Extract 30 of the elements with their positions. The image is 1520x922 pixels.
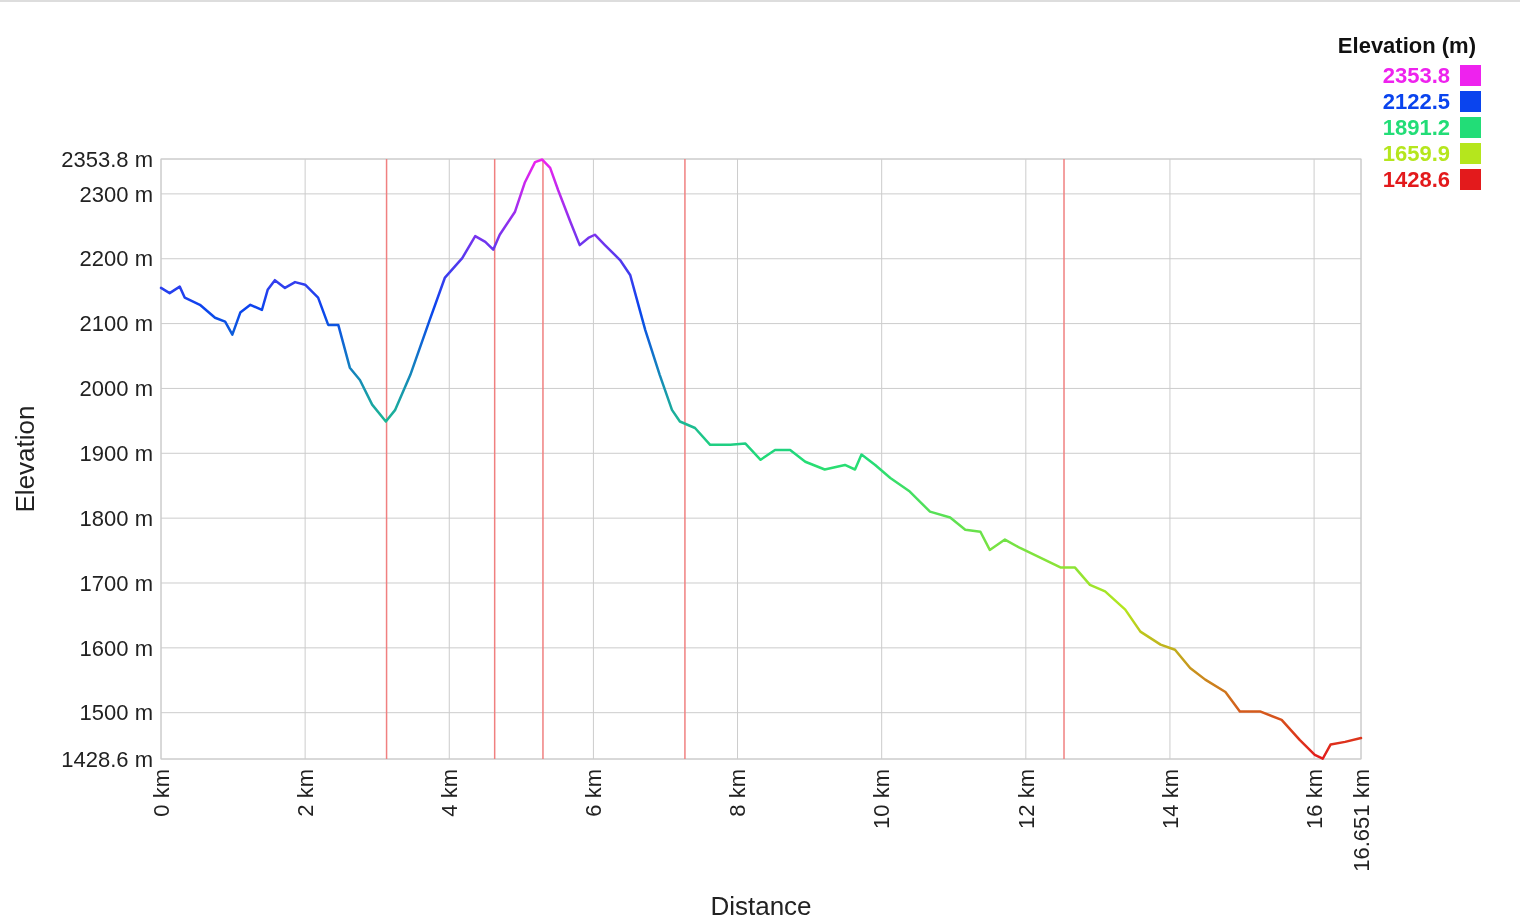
- y-tick-label: 1500 m: [79, 700, 153, 726]
- y-tick-label: 1700 m: [79, 570, 153, 596]
- x-tick-label: 14 km: [1157, 769, 1183, 829]
- y-tick-label: 2200 m: [79, 246, 153, 272]
- x-tick-label: 12 km: [1013, 769, 1039, 829]
- y-axis-title: Elevation: [10, 405, 40, 513]
- x-tick-label: 8 km: [725, 769, 751, 817]
- x-tick-label: 16.651 km: [1348, 769, 1374, 872]
- x-tick-label: 4 km: [436, 769, 462, 817]
- y-tick-label: 1900 m: [79, 440, 153, 466]
- y-tick-label: 2000 m: [79, 376, 153, 402]
- x-tick-label: 10 km: [869, 769, 895, 829]
- color-bar-title: Elevation (m): [1337, 33, 1476, 58]
- x-tick-label: 2 km: [292, 769, 318, 817]
- y-tick-label: 2353.8 m: [61, 146, 153, 172]
- color-bar-label: 2353.8: [1382, 63, 1450, 88]
- y-tick-label: 1428.6 m: [61, 746, 153, 772]
- color-bar-label: 1659.9: [1382, 141, 1450, 166]
- line-series: [159, 158, 1363, 760]
- y-tick-label: 2300 m: [79, 181, 153, 207]
- y-tick-label: 2100 m: [79, 311, 153, 337]
- color-bar-label: 1428.6: [1382, 167, 1450, 192]
- x-tick-label: 16 km: [1301, 769, 1327, 829]
- x-tick-label: 0 km: [148, 769, 174, 817]
- x-axis-title: Distance: [710, 891, 812, 921]
- y-tick-label: 1800 m: [79, 505, 153, 531]
- x-tick-label: 6 km: [581, 769, 607, 817]
- color-bar-label: 2122.5: [1382, 89, 1450, 114]
- color-bar-label: 1891.2: [1382, 115, 1450, 140]
- y-tick-label: 1600 m: [79, 635, 153, 661]
